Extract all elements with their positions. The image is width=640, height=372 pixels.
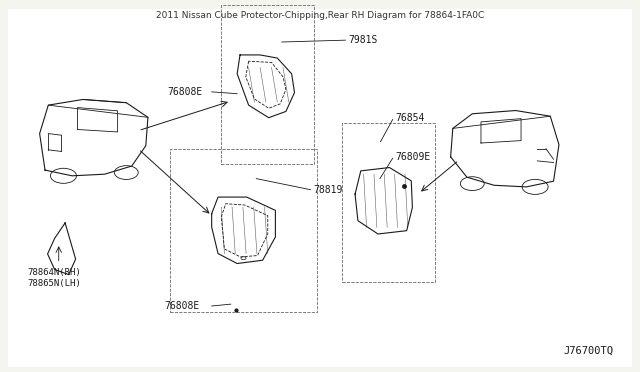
Text: 76854: 76854: [395, 113, 424, 123]
Text: 7981S: 7981S: [349, 35, 378, 45]
Bar: [170, 149, 317, 311]
Text: 78864N(RH): 78864N(RH): [27, 268, 81, 277]
Bar: [342, 123, 435, 282]
Bar: [221, 5, 314, 164]
Text: 76808E: 76808E: [167, 87, 202, 97]
Text: 76809E: 76809E: [395, 152, 431, 162]
Text: 78819: 78819: [314, 185, 343, 195]
Text: J76700TQ: J76700TQ: [563, 346, 613, 356]
Text: 76808E: 76808E: [164, 301, 199, 311]
Text: 2011 Nissan Cube Protector-Chipping,Rear RH Diagram for 78864-1FA0C: 2011 Nissan Cube Protector-Chipping,Rear…: [156, 11, 484, 20]
Text: 78865N(LH): 78865N(LH): [27, 279, 81, 288]
